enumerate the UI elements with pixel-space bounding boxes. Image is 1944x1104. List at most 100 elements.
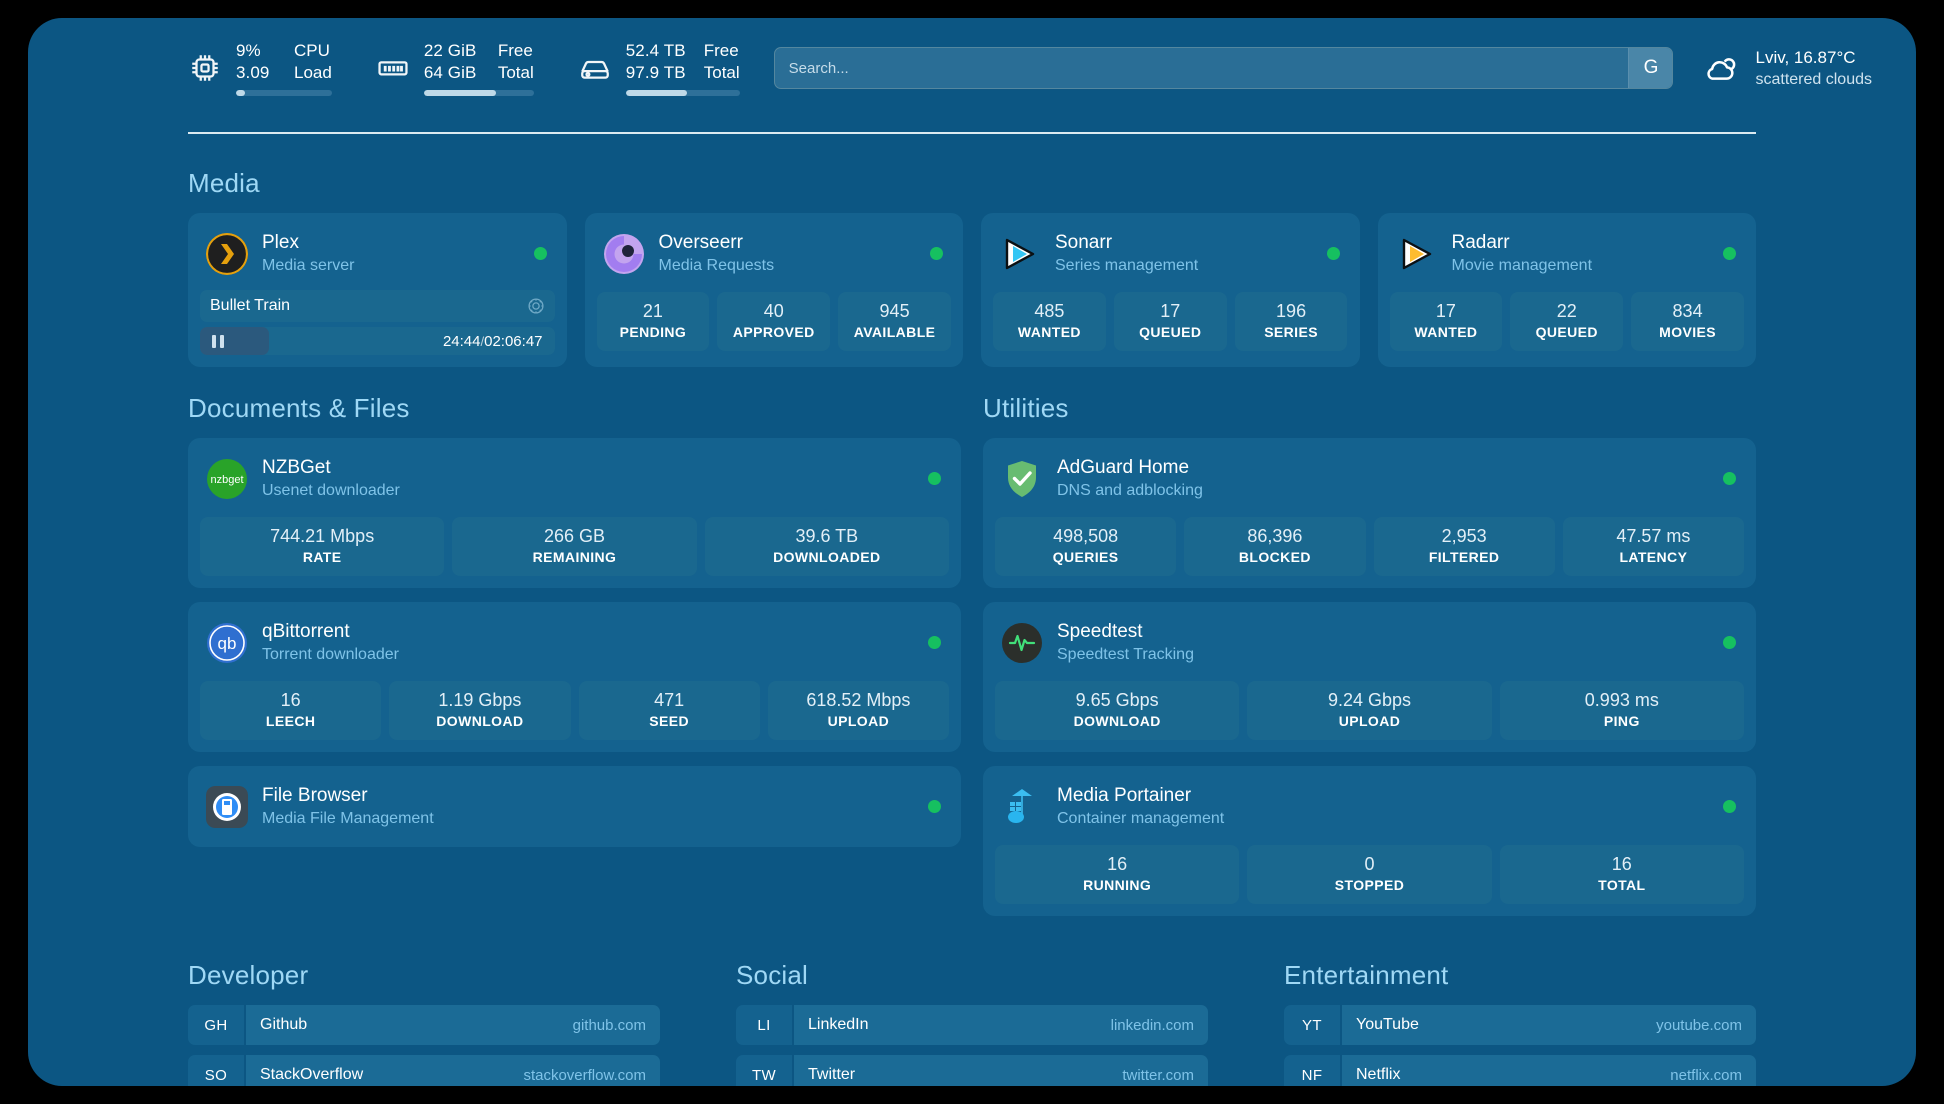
service-card-speedtest[interactable]: Speedtest Speedtest Tracking 9.65 Gbps D… bbox=[983, 602, 1756, 752]
status-badge bbox=[1326, 247, 1340, 260]
bookmark-group-title: Social bbox=[736, 960, 809, 990]
stat-tile-value: 945 bbox=[879, 301, 910, 321]
stat-tile: 0.993 ms PING bbox=[1499, 681, 1744, 740]
bookmark-item[interactable]: TW Twitter twitter.com bbox=[736, 1055, 1208, 1086]
stat-tile-label: LATENCY bbox=[1619, 549, 1688, 565]
service-card-nzbget[interactable]: nzbget NZBGet Usenet downloader 744.21 M… bbox=[188, 438, 961, 588]
stat-tile: 618.52 Mbps UPLOAD bbox=[767, 681, 949, 740]
svg-text:qb: qb bbox=[218, 634, 237, 653]
search-input[interactable] bbox=[774, 48, 1629, 88]
disk-label-bottom: Total bbox=[703, 63, 740, 82]
stat-tile: 16 RUNNING bbox=[995, 845, 1240, 904]
stat-memory: 22 GiB 64 GiB Free Total bbox=[376, 40, 534, 96]
stat-tile-label: WANTED bbox=[1414, 324, 1478, 340]
stat-tile-label: QUEUED bbox=[1535, 324, 1598, 340]
stat-tile-label: RATE bbox=[302, 549, 342, 565]
qbittorrent-logo-icon: qb bbox=[206, 622, 248, 664]
search-engine-button[interactable]: G bbox=[1628, 48, 1673, 88]
stat-tile: 744.21 Mbps RATE bbox=[200, 517, 445, 576]
weather-location-temp: Lviv, 16.87°C bbox=[1755, 47, 1856, 67]
stat-tile: 834 MOVIES bbox=[1631, 292, 1744, 351]
service-name: Plex bbox=[262, 232, 299, 253]
disk-free-value: 52.4 TB bbox=[625, 41, 686, 60]
ram-icon bbox=[376, 51, 410, 85]
bookmark-url: twitter.com bbox=[1122, 1066, 1194, 1084]
portainer-logo-icon bbox=[1001, 786, 1043, 828]
service-name: Radarr bbox=[1451, 232, 1510, 253]
bookmark-item[interactable]: LI LinkedIn linkedin.com bbox=[736, 1005, 1208, 1045]
service-card-media-portainer[interactable]: Media Portainer Container management 16 … bbox=[983, 766, 1756, 916]
stat-tile-value: 471 bbox=[654, 690, 685, 710]
stat-tile-value: 17 bbox=[1435, 301, 1456, 321]
nzbget-logo-icon: nzbget bbox=[206, 458, 248, 500]
service-subtitle: Media server bbox=[262, 257, 355, 274]
status-badge bbox=[928, 636, 941, 649]
now-playing-title-row[interactable]: Bullet Train bbox=[200, 290, 555, 322]
stat-tile: 196 SERIES bbox=[1234, 292, 1348, 351]
bookmark-url: youtube.com bbox=[1656, 1016, 1742, 1034]
service-subtitle: DNS and adblocking bbox=[1057, 482, 1203, 499]
bookmark-name: YouTube bbox=[1356, 1016, 1419, 1033]
dashboard-frame: 9% 3.09 CPU Load bbox=[28, 18, 1916, 1086]
service-card-file-browser[interactable]: File Browser Media File Management bbox=[188, 766, 961, 847]
now-playing-separator: / bbox=[480, 333, 485, 349]
stat-tile: 0 STOPPED bbox=[1247, 845, 1492, 904]
stat-tile-label: TOTAL bbox=[1598, 877, 1646, 893]
stat-tile-value: 196 bbox=[1276, 301, 1307, 321]
now-playing-duration: 02:06:47 bbox=[484, 332, 543, 350]
service-card-plex[interactable]: Plex Media server Bullet Train bbox=[188, 213, 567, 367]
stat-tile-label: APPROVED bbox=[732, 324, 815, 340]
service-card-radarr[interactable]: Radarr Movie management 17 WANTED 22 QUE… bbox=[1377, 213, 1756, 367]
service-subtitle: Series management bbox=[1055, 257, 1199, 274]
stat-tile: 21 PENDING bbox=[596, 292, 710, 351]
disk-total-value: 97.9 TB bbox=[625, 63, 686, 82]
bookmark-item[interactable]: GH Github github.com bbox=[188, 1005, 660, 1045]
now-playing-progress-row[interactable]: 24:44/02:06:47 bbox=[200, 327, 555, 355]
service-name: Media Portainer bbox=[1057, 785, 1192, 806]
stat-tile-label: SEED bbox=[649, 713, 689, 729]
bookmark-url: github.com bbox=[572, 1016, 646, 1034]
stat-tile-label: LEECH bbox=[265, 713, 316, 729]
stat-tile-value: 618.52 Mbps bbox=[806, 690, 911, 710]
adguard-logo-icon bbox=[1001, 458, 1043, 500]
bookmark-group-social: Social LI LinkedIn linkedin.com TW Twitt… bbox=[736, 960, 1208, 1086]
service-card-qbittorrent[interactable]: qb qBittorrent Torrent downloader 16 LEE… bbox=[188, 602, 961, 752]
service-card-sonarr[interactable]: Sonarr Series management 485 WANTED 17 Q… bbox=[981, 213, 1360, 367]
status-badge bbox=[928, 800, 941, 813]
stat-tile: 2,953 FILTERED bbox=[1373, 517, 1555, 576]
bookmark-item[interactable]: YT YouTube youtube.com bbox=[1284, 1005, 1756, 1045]
stat-tile-label: DOWNLOADED bbox=[773, 549, 881, 565]
service-name: Speedtest bbox=[1057, 621, 1143, 642]
service-card-overseerr[interactable]: Overseerr Media Requests 21 PENDING 40 A… bbox=[584, 213, 963, 367]
service-name: qBittorrent bbox=[262, 621, 350, 642]
search-bar[interactable]: G bbox=[773, 47, 1674, 89]
bookmark-name: Netflix bbox=[1356, 1066, 1401, 1083]
stat-cpu: 9% 3.09 CPU Load bbox=[188, 40, 332, 96]
status-badge bbox=[1723, 636, 1736, 649]
cpu-label-top: CPU bbox=[294, 41, 330, 60]
pause-icon[interactable] bbox=[212, 334, 224, 348]
gear-icon[interactable] bbox=[527, 297, 545, 315]
bookmark-item[interactable]: SO StackOverflow stackoverflow.com bbox=[188, 1055, 660, 1086]
status-badge bbox=[928, 472, 941, 485]
service-subtitle: Media Requests bbox=[658, 257, 775, 274]
stat-tile-label: WANTED bbox=[1017, 324, 1081, 340]
stat-tile-value: 0 bbox=[1364, 854, 1375, 874]
memory-label-top: Free bbox=[497, 41, 533, 60]
bookmark-url: linkedin.com bbox=[1110, 1016, 1194, 1034]
stat-tile-value: 39.6 TB bbox=[795, 526, 859, 546]
service-subtitle: Movie management bbox=[1451, 257, 1593, 274]
stat-tile-label: SERIES bbox=[1264, 324, 1318, 340]
stat-tile-label: REMAINING bbox=[532, 549, 617, 565]
radarr-logo-icon bbox=[1396, 233, 1438, 275]
stat-tile-label: QUERIES bbox=[1052, 549, 1119, 565]
bookmark-item[interactable]: NF Netflix netflix.com bbox=[1284, 1055, 1756, 1086]
svg-text:nzbget: nzbget bbox=[210, 474, 243, 486]
stat-tile-value: 834 bbox=[1672, 301, 1703, 321]
memory-free-value: 22 GiB bbox=[423, 41, 477, 60]
service-card-adguard-home[interactable]: AdGuard Home DNS and adblocking 498,508 … bbox=[983, 438, 1756, 588]
memory-label-bottom: Total bbox=[497, 63, 534, 82]
service-name: AdGuard Home bbox=[1057, 457, 1190, 478]
service-subtitle: Torrent downloader bbox=[262, 646, 399, 663]
weather-widget[interactable]: Lviv, 16.87°C scattered clouds bbox=[1701, 47, 1878, 90]
